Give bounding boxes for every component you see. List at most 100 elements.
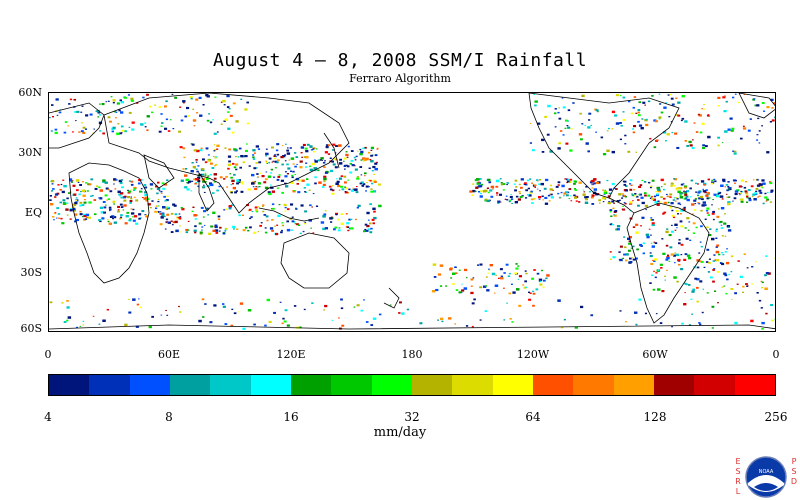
rainfall-speckle bbox=[607, 127, 610, 130]
rainfall-speckle bbox=[120, 101, 124, 104]
rainfall-speckle bbox=[535, 288, 539, 291]
greenland-outline bbox=[738, 93, 775, 119]
rainfall-speckle bbox=[773, 102, 775, 105]
rainfall-speckle bbox=[320, 221, 325, 224]
rainfall-speckle bbox=[148, 325, 152, 329]
rainfall-speckle bbox=[470, 285, 473, 287]
rainfall-speckle bbox=[302, 143, 306, 146]
rainfall-speckle bbox=[239, 166, 242, 169]
rainfall-speckle bbox=[270, 184, 272, 186]
rainfall-speckle bbox=[240, 181, 244, 184]
rainfall-speckle bbox=[663, 211, 667, 214]
rainfall-speckle bbox=[629, 183, 632, 185]
rainfall-speckle bbox=[179, 106, 182, 108]
rainfall-speckle bbox=[80, 111, 83, 113]
rainfall-speckle bbox=[583, 191, 586, 193]
rainfall-speckle bbox=[663, 201, 667, 204]
rainfall-speckle bbox=[292, 163, 295, 165]
rainfall-speckle bbox=[503, 287, 505, 289]
rainfall-speckle bbox=[625, 259, 628, 262]
rainfall-speckle bbox=[82, 131, 86, 134]
rainfall-speckle bbox=[256, 177, 259, 179]
rainfall-speckle bbox=[753, 98, 756, 100]
rainfall-speckle bbox=[235, 120, 239, 123]
rainfall-speckle bbox=[135, 199, 139, 202]
rainfall-speckle bbox=[160, 314, 163, 316]
rainfall-speckle bbox=[670, 207, 672, 209]
rainfall-speckle bbox=[625, 321, 627, 323]
rainfall-speckle bbox=[665, 140, 667, 142]
rainfall-speckle bbox=[340, 213, 344, 215]
rainfall-speckle bbox=[705, 194, 709, 197]
rainfall-speckle bbox=[190, 170, 194, 173]
rainfall-speckle bbox=[437, 273, 442, 276]
rainfall-speckle bbox=[610, 258, 612, 260]
rainfall-speckle bbox=[578, 201, 581, 203]
rainfall-speckle bbox=[637, 111, 640, 114]
rainfall-speckle bbox=[107, 116, 111, 119]
rainfall-speckle bbox=[703, 103, 705, 105]
rainfall-speckle bbox=[648, 228, 651, 230]
rainfall-speckle bbox=[616, 228, 620, 231]
rainfall-speckle bbox=[282, 317, 285, 320]
rainfall-speckle bbox=[510, 194, 512, 195]
rainfall-speckle bbox=[116, 102, 120, 105]
rainfall-speckle bbox=[761, 281, 764, 284]
rainfall-speckle bbox=[363, 230, 366, 233]
rainfall-speckle bbox=[82, 216, 84, 218]
rainfall-speckle bbox=[79, 210, 82, 213]
rainfall-speckle bbox=[249, 226, 252, 229]
rainfall-speckle bbox=[766, 198, 769, 201]
rainfall-speckle bbox=[736, 283, 739, 285]
rainfall-speckle bbox=[770, 189, 774, 192]
rainfall-speckle bbox=[641, 179, 644, 181]
rainfall-speckle bbox=[549, 188, 553, 191]
rainfall-speckle bbox=[155, 185, 158, 188]
rainfall-speckle bbox=[723, 95, 726, 97]
rainfall-speckle bbox=[224, 230, 227, 232]
rainfall-speckle bbox=[590, 180, 594, 183]
rainfall-speckle bbox=[666, 228, 669, 230]
rainfall-speckle bbox=[680, 183, 684, 186]
rainfall-speckle bbox=[222, 232, 226, 235]
rainfall-speckle bbox=[606, 149, 610, 152]
rainfall-speckle bbox=[673, 254, 676, 257]
rainfall-speckle bbox=[184, 174, 188, 177]
rainfall-speckle bbox=[657, 188, 661, 192]
rainfall-speckle bbox=[98, 186, 101, 189]
rainfall-speckle bbox=[657, 288, 661, 291]
rainfall-speckle bbox=[233, 148, 237, 151]
rainfall-speckle bbox=[58, 111, 62, 114]
rainfall-speckle bbox=[232, 102, 236, 105]
rainfall-speckle bbox=[375, 161, 378, 164]
rainfall-speckle bbox=[742, 291, 744, 293]
rainfall-speckle bbox=[256, 167, 258, 169]
rainfall-speckle bbox=[684, 193, 688, 196]
rainfall-speckle bbox=[364, 175, 366, 177]
rainfall-speckle bbox=[761, 125, 763, 127]
rainfall-speckle bbox=[73, 193, 77, 196]
rainfall-speckle bbox=[721, 252, 724, 254]
rainfall-speckle bbox=[557, 299, 561, 302]
rainfall-speckle bbox=[724, 186, 726, 188]
rainfall-speckle bbox=[658, 93, 661, 95]
noaa-logo-icon: NOAA bbox=[745, 456, 787, 498]
rainfall-speckle bbox=[638, 298, 642, 301]
rainfall-speckle bbox=[691, 313, 694, 315]
rainfall-speckle bbox=[667, 201, 670, 204]
rainfall-speckle bbox=[154, 104, 157, 106]
rainfall-speckle bbox=[279, 301, 282, 303]
central-america-outline bbox=[608, 197, 635, 214]
rainfall-speckle bbox=[684, 282, 687, 285]
rainfall-speckle bbox=[771, 107, 774, 109]
rainfall-speckle bbox=[99, 220, 102, 223]
rainfall-speckle bbox=[373, 173, 376, 175]
rainfall-speckle bbox=[135, 325, 139, 328]
rainfall-speckle bbox=[94, 187, 98, 190]
rainfall-speckle bbox=[195, 159, 198, 161]
rainfall-speckle bbox=[151, 315, 154, 318]
rainfall-speckle bbox=[618, 259, 621, 261]
rainfall-speckle bbox=[142, 96, 145, 99]
rainfall-speckle bbox=[49, 117, 51, 119]
rainfall-speckle bbox=[569, 149, 573, 152]
